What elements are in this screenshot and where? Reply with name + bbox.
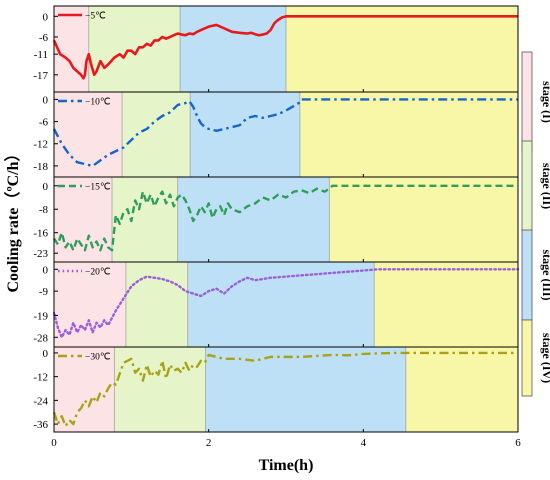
stage-region-4 bbox=[405, 347, 518, 432]
y-tick-label: -12 bbox=[33, 139, 48, 151]
legend-label: −20℃ bbox=[85, 268, 111, 278]
legend: −30℃ bbox=[58, 353, 111, 363]
y-tick-label: -17 bbox=[33, 70, 48, 82]
x-axis-title: Time(h) bbox=[259, 457, 314, 474]
series-line bbox=[52, 184, 518, 252]
stage-region-4 bbox=[329, 177, 518, 262]
stage-legend: stage (I) stage (II) stage (III) stage (IV) bbox=[521, 51, 550, 397]
stage-region-3 bbox=[180, 6, 286, 92]
legend-label: −5℃ bbox=[85, 12, 106, 22]
y-tick-label: 0 bbox=[43, 11, 49, 23]
y-tick-label: -28 bbox=[33, 332, 48, 344]
series-line bbox=[52, 15, 518, 80]
x-tick-label: 2 bbox=[206, 437, 212, 449]
stage-region-3 bbox=[190, 92, 300, 177]
legend-label: −15℃ bbox=[85, 183, 111, 193]
x-tick-label: 6 bbox=[515, 437, 521, 449]
stage-region-3 bbox=[187, 262, 375, 347]
y-tick-label: -9 bbox=[39, 286, 49, 298]
panel-4: 0 -9 -19 -28 −20℃ bbox=[33, 261, 520, 348]
series-line bbox=[52, 351, 518, 428]
y-tick-label: 0 bbox=[43, 94, 49, 106]
panel-1: 0 -6 -11 -17 −5℃ bbox=[33, 5, 519, 93]
series-line bbox=[52, 98, 518, 168]
panel-frame bbox=[53, 346, 519, 433]
panel-3: 0 -8 -16 -23 −15℃ bbox=[33, 176, 519, 263]
stage-region-2 bbox=[125, 262, 188, 347]
y-tick-label: -6 bbox=[39, 32, 49, 44]
y-tick-label: 0 bbox=[43, 181, 49, 193]
y-tick-label: -8 bbox=[39, 204, 49, 216]
y-axis-title: Cooling rate（ºC/h） bbox=[4, 145, 22, 292]
panel-2: 0 -6 -12 -18 −10℃ bbox=[33, 91, 519, 178]
stage-region-2 bbox=[112, 177, 178, 262]
x-tick-label: 0 bbox=[51, 437, 57, 449]
y-tick-label: -24 bbox=[33, 395, 48, 407]
stage-region-1 bbox=[54, 262, 126, 347]
stage-region-2 bbox=[114, 347, 206, 432]
legend: −15℃ bbox=[58, 183, 111, 193]
stage-region-3 bbox=[205, 347, 406, 432]
legend-label: −30℃ bbox=[85, 353, 111, 363]
stage-region-2 bbox=[88, 6, 181, 92]
stage-region-4 bbox=[374, 262, 518, 347]
stage-region-1 bbox=[54, 92, 123, 177]
stage-label-2: stage (II) bbox=[540, 163, 550, 209]
stage-swatch-1 bbox=[521, 51, 533, 153]
stage-region-3 bbox=[177, 177, 330, 262]
y-tick-label: -11 bbox=[34, 49, 48, 61]
legend-label: −10℃ bbox=[85, 98, 111, 108]
series-line bbox=[52, 268, 520, 339]
x-tick-label: 4 bbox=[361, 437, 367, 449]
stage-label-4: stage (IV) bbox=[540, 333, 550, 383]
y-tick-label: -16 bbox=[33, 228, 48, 240]
stage-region-4 bbox=[299, 92, 518, 177]
y-tick-label: 0 bbox=[43, 264, 49, 276]
stage-swatch-4 bbox=[521, 319, 533, 397]
stage-swatch-2 bbox=[521, 140, 533, 232]
stage-region-4 bbox=[286, 6, 518, 92]
y-tick-label: -12 bbox=[33, 372, 48, 384]
y-tick-label: -19 bbox=[33, 310, 48, 322]
y-tick-label: -36 bbox=[33, 419, 48, 431]
legend: −10℃ bbox=[58, 98, 111, 108]
y-tick-label: -6 bbox=[39, 117, 49, 129]
y-tick-label: -18 bbox=[33, 161, 48, 173]
stage-region-1 bbox=[54, 347, 115, 432]
stage-swatch-3 bbox=[521, 229, 533, 321]
y-tick-label: 0 bbox=[43, 348, 49, 360]
stage-region-2 bbox=[122, 92, 191, 177]
y-tick-label: -23 bbox=[33, 248, 48, 260]
legend: −5℃ bbox=[58, 12, 106, 22]
stage-label-1: stage (I) bbox=[540, 81, 550, 123]
legend: −20℃ bbox=[58, 268, 111, 278]
stage-label-3: stage (III) bbox=[540, 250, 550, 301]
panel-5: 0 -12 -24 -36 −30℃ bbox=[33, 346, 519, 433]
